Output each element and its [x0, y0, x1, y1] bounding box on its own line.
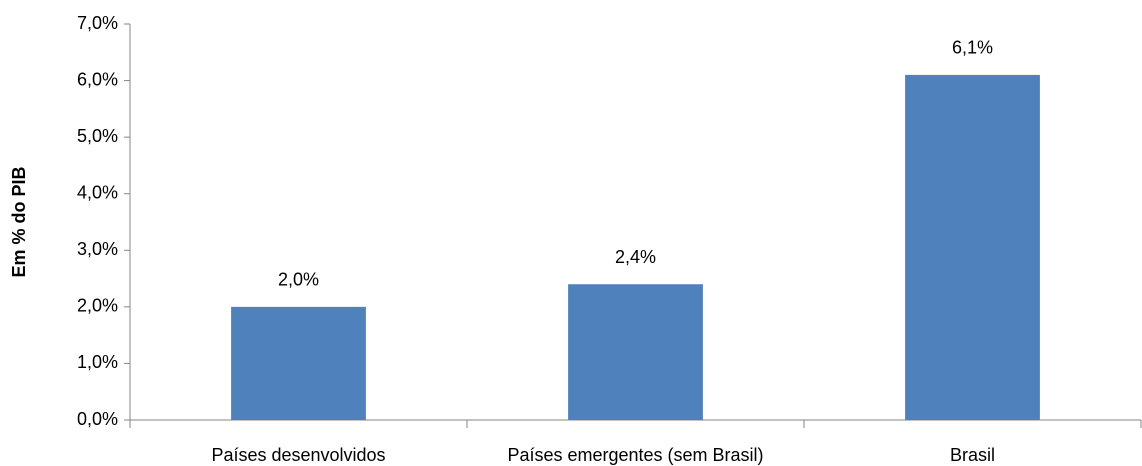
y-tick-label: 0,0% — [77, 409, 118, 429]
y-tick-label: 3,0% — [77, 239, 118, 259]
y-tick-label: 2,0% — [77, 296, 118, 316]
y-tick-label: 5,0% — [77, 126, 118, 146]
value-label: 2,4% — [615, 247, 656, 267]
bar — [905, 74, 1040, 421]
value-label: 6,1% — [952, 38, 993, 58]
y-tick-label: 6,0% — [77, 69, 118, 89]
bar — [231, 306, 366, 420]
value-label: 2,0% — [278, 270, 319, 290]
y-tick-label: 4,0% — [77, 182, 118, 202]
y-axis-label: Em % do PIB — [9, 166, 29, 277]
x-tick-label: Brasil — [950, 445, 995, 465]
y-tick-label: 1,0% — [77, 352, 118, 372]
y-tick-label: 7,0% — [77, 13, 118, 33]
x-tick-label: Países emergentes (sem Brasil) — [507, 445, 763, 465]
bar — [568, 284, 703, 420]
x-tick-label: Países desenvolvidos — [211, 445, 385, 465]
